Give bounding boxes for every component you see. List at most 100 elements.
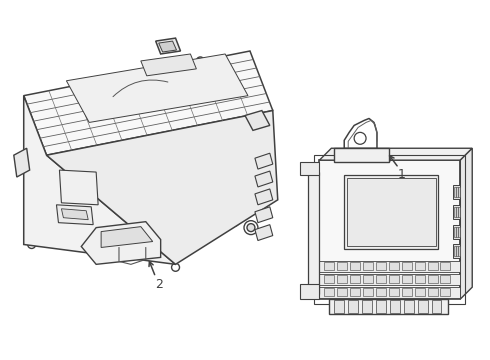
Circle shape xyxy=(149,247,158,256)
Polygon shape xyxy=(255,171,273,187)
Circle shape xyxy=(320,164,328,172)
Polygon shape xyxy=(417,300,428,313)
Polygon shape xyxy=(141,54,196,76)
Circle shape xyxy=(28,240,36,248)
Circle shape xyxy=(218,89,222,93)
Circle shape xyxy=(18,159,25,167)
Polygon shape xyxy=(334,300,344,313)
Polygon shape xyxy=(337,262,347,270)
Polygon shape xyxy=(324,262,334,270)
Circle shape xyxy=(303,164,312,172)
Polygon shape xyxy=(458,207,460,217)
Polygon shape xyxy=(363,262,373,270)
Circle shape xyxy=(172,264,179,271)
Circle shape xyxy=(229,216,237,224)
Polygon shape xyxy=(255,207,273,223)
Polygon shape xyxy=(402,288,412,296)
Polygon shape xyxy=(441,288,450,296)
Polygon shape xyxy=(376,288,386,296)
Polygon shape xyxy=(347,178,436,247)
Circle shape xyxy=(226,213,240,227)
Polygon shape xyxy=(454,207,456,217)
Polygon shape xyxy=(428,288,438,296)
Circle shape xyxy=(104,252,108,256)
Polygon shape xyxy=(24,51,273,155)
Polygon shape xyxy=(324,288,334,296)
Circle shape xyxy=(198,59,202,63)
Polygon shape xyxy=(344,175,439,249)
Polygon shape xyxy=(453,225,460,239)
Circle shape xyxy=(448,163,458,173)
Circle shape xyxy=(107,75,115,83)
Polygon shape xyxy=(350,262,360,270)
Polygon shape xyxy=(56,205,93,225)
Polygon shape xyxy=(255,225,273,240)
Text: 2: 2 xyxy=(155,278,163,291)
Polygon shape xyxy=(441,275,450,283)
Polygon shape xyxy=(81,222,161,264)
Polygon shape xyxy=(299,284,319,299)
Polygon shape xyxy=(156,38,180,54)
Polygon shape xyxy=(428,262,438,270)
Circle shape xyxy=(354,132,366,144)
Polygon shape xyxy=(334,148,389,162)
Polygon shape xyxy=(376,300,386,313)
Circle shape xyxy=(28,105,36,113)
Polygon shape xyxy=(432,300,441,313)
Polygon shape xyxy=(415,262,425,270)
Polygon shape xyxy=(456,227,458,237)
Polygon shape xyxy=(415,288,425,296)
Polygon shape xyxy=(308,172,319,294)
Polygon shape xyxy=(458,187,460,197)
Circle shape xyxy=(208,205,222,219)
Polygon shape xyxy=(458,247,460,256)
Circle shape xyxy=(196,57,204,65)
Polygon shape xyxy=(59,170,98,205)
Polygon shape xyxy=(453,205,460,219)
Polygon shape xyxy=(453,244,460,258)
Polygon shape xyxy=(402,275,412,283)
Polygon shape xyxy=(404,300,414,313)
Polygon shape xyxy=(319,287,460,298)
Circle shape xyxy=(107,238,111,242)
Circle shape xyxy=(448,286,458,296)
Circle shape xyxy=(32,178,55,202)
Circle shape xyxy=(70,178,89,198)
Polygon shape xyxy=(456,207,458,217)
Polygon shape xyxy=(460,148,472,299)
Circle shape xyxy=(73,84,80,92)
Polygon shape xyxy=(390,300,400,313)
Polygon shape xyxy=(319,274,460,285)
Polygon shape xyxy=(24,96,175,264)
Circle shape xyxy=(152,249,156,253)
Polygon shape xyxy=(348,300,358,313)
Polygon shape xyxy=(415,275,425,283)
Polygon shape xyxy=(350,288,360,296)
Polygon shape xyxy=(458,227,460,237)
Circle shape xyxy=(109,77,113,81)
Polygon shape xyxy=(363,275,373,283)
Polygon shape xyxy=(337,288,347,296)
Polygon shape xyxy=(329,299,448,314)
Circle shape xyxy=(244,221,258,235)
Text: 1: 1 xyxy=(398,167,406,181)
Circle shape xyxy=(122,230,130,239)
Polygon shape xyxy=(299,162,319,175)
Circle shape xyxy=(216,87,224,95)
Polygon shape xyxy=(428,275,438,283)
Polygon shape xyxy=(453,185,460,199)
Circle shape xyxy=(25,172,61,208)
Polygon shape xyxy=(319,261,460,272)
Polygon shape xyxy=(389,262,399,270)
Polygon shape xyxy=(454,187,456,197)
Circle shape xyxy=(104,235,114,244)
Circle shape xyxy=(303,287,312,296)
Polygon shape xyxy=(389,288,399,296)
Circle shape xyxy=(254,117,262,125)
Polygon shape xyxy=(441,262,450,270)
Polygon shape xyxy=(61,209,88,220)
Polygon shape xyxy=(245,111,270,130)
Polygon shape xyxy=(319,160,460,299)
Circle shape xyxy=(159,94,163,98)
Polygon shape xyxy=(337,275,347,283)
